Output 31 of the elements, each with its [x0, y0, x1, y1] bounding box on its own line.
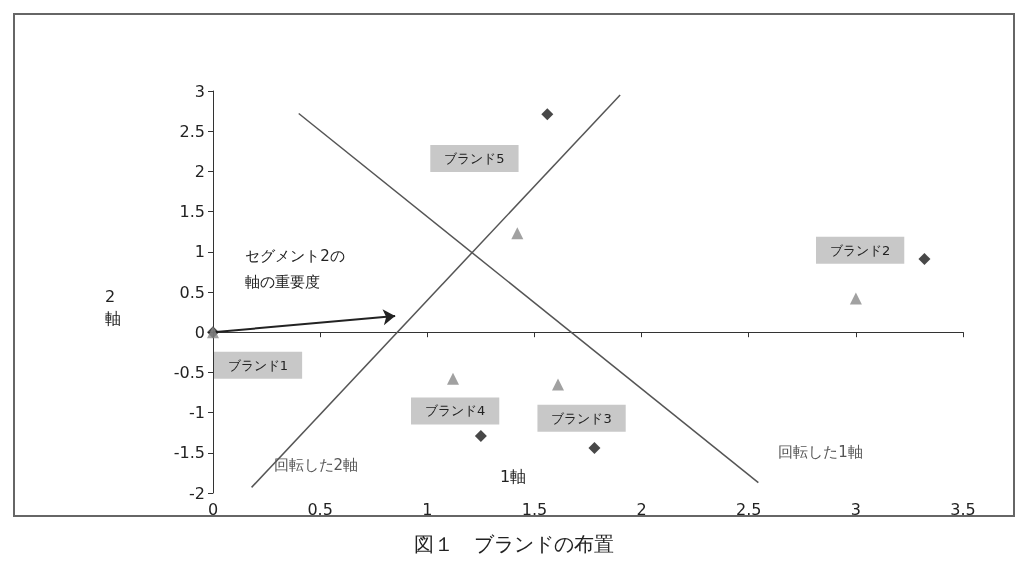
- annotation: ブランド1: [227, 357, 289, 373]
- y-tick-label: 3: [194, 81, 205, 101]
- y-tick-label: 0.5: [179, 282, 205, 302]
- y-tick-label: 1.5: [179, 202, 205, 222]
- x-tick-label: 3: [850, 499, 861, 519]
- text: 図１ ブランドの布置: [414, 532, 614, 556]
- annotation: セグメント2の: [245, 246, 345, 265]
- x-tick-label: 2: [636, 499, 647, 519]
- x-tick-label: 1.5: [521, 499, 548, 519]
- x-axis-title: 1軸: [500, 466, 527, 486]
- y-axis-title: 2 軸: [105, 286, 121, 328]
- y-tick-label: -1: [189, 403, 205, 423]
- annotation: ブランド5: [444, 151, 505, 167]
- x-tick-label: 0.5: [307, 499, 333, 519]
- annotation: 軸の重要度: [245, 273, 321, 292]
- annotation: ブランド3: [551, 410, 612, 426]
- x-tick-label: 2.5: [735, 499, 762, 519]
- x-tick-label: 0: [207, 499, 219, 519]
- annotation: ブランド4: [425, 403, 486, 419]
- series-label: 回転した2軸: [273, 455, 359, 474]
- x-tick-label: 1: [422, 499, 433, 519]
- y-tick-label: 2.5: [179, 121, 205, 141]
- y-tick-label: 0: [194, 322, 205, 342]
- x-tick-label: 3.5: [950, 499, 976, 519]
- y-tick-label: -0.5: [173, 362, 205, 382]
- y-tick-label: 1: [194, 242, 205, 262]
- y-tick-label: -1.5: [173, 443, 205, 463]
- annotation: ブランド2: [830, 242, 891, 258]
- y-tick-label: 2: [194, 161, 205, 181]
- y-tick-label: -2: [189, 483, 205, 503]
- series-label: 回転した1軸: [778, 443, 863, 462]
